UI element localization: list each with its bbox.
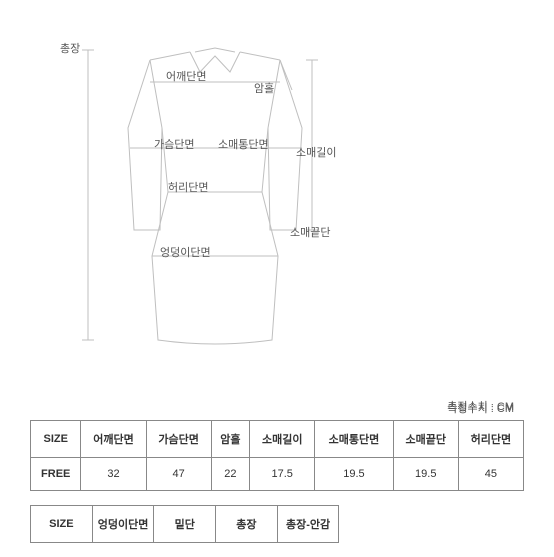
td-value: 45 <box>458 458 523 491</box>
size-table-2: SIZE 엉덩이단면 밑단 총장 총장-안감 <box>30 505 524 543</box>
th-hip: 엉덩이단면 <box>92 506 154 543</box>
td-value: 17.5 <box>250 458 315 491</box>
th-total-length-lining: 총장-안감 <box>277 506 339 543</box>
label-armhole: 암홀 <box>254 80 274 96</box>
td-size: FREE <box>31 458 81 491</box>
th-hem: 밑단 <box>154 506 216 543</box>
table-row: FREE 32 47 22 17.5 19.5 19.5 45 <box>31 458 524 491</box>
label-shoulder: 어깨단면 <box>166 68 206 84</box>
th-chest: 가슴단면 <box>146 421 211 458</box>
label-sleeve-body: 소매통단면 <box>218 136 269 152</box>
th-waist: 허리단면 <box>458 421 523 458</box>
garment-diagram: 총장 어깨단면 암홀 가슴단면 소매통단면 소매길이 허리단면 소매끝단 엉덩이… <box>0 0 554 370</box>
label-total-length: 총장 <box>60 40 80 56</box>
table-header-row: SIZE 엉덩이단면 밑단 총장 총장-안감 <box>31 506 525 543</box>
label-sleeve-length: 소매길이 <box>296 144 336 160</box>
th-size: SIZE <box>31 506 93 543</box>
table-header-row: SIZE 어깨단면 가슴단면 암홀 소매길이 소매통단면 소매끝단 허리단면 <box>31 421 524 458</box>
size-table-1: SIZE 어깨단면 가슴단면 암홀 소매길이 소매통단면 소매끝단 허리단면 F… <box>30 420 524 491</box>
th-sleeve-length: 소매길이 <box>250 421 315 458</box>
diagram-svg <box>0 0 554 370</box>
td-value: 32 <box>81 458 146 491</box>
label-sleeve-hem: 소매끝단 <box>290 224 330 240</box>
td-value: 19.5 <box>315 458 393 491</box>
td-value: 19.5 <box>393 458 458 491</box>
measurement-unit-text: 측정수치 : CM <box>447 398 514 414</box>
th-sleeve-hem: 소매끝단 <box>393 421 458 458</box>
th-armhole: 암홀 <box>211 421 249 458</box>
th-total-length: 총장 <box>216 506 278 543</box>
th-shoulder: 어깨단면 <box>81 421 146 458</box>
label-chest: 가슴단면 <box>154 136 194 152</box>
td-value: 22 <box>211 458 249 491</box>
th-sleeve-body: 소매통단면 <box>315 421 393 458</box>
th-empty <box>339 506 524 543</box>
label-waist: 허리단면 <box>168 179 208 195</box>
td-value: 47 <box>146 458 211 491</box>
label-hip: 엉덩이단면 <box>160 244 211 260</box>
th-size: SIZE <box>31 421 81 458</box>
